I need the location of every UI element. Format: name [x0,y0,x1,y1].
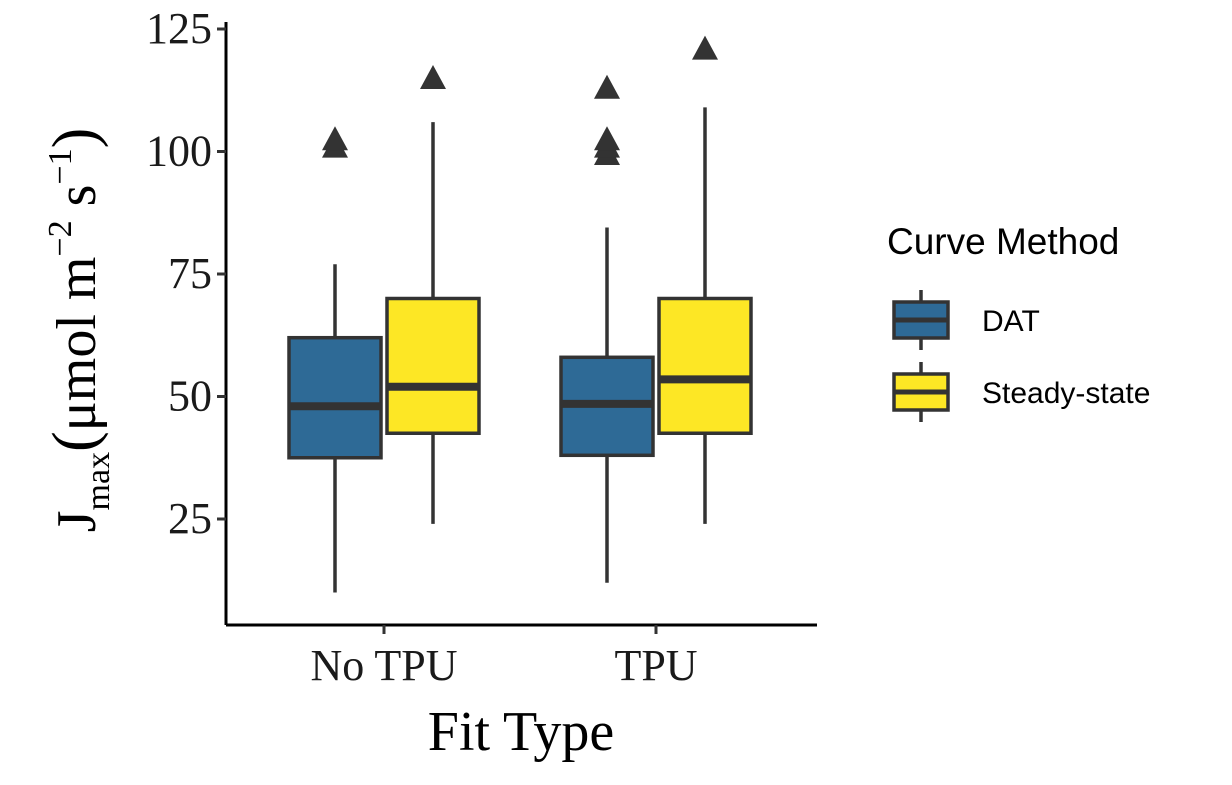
box-dat-tpu [559,74,655,583]
y-axis-title-exponent-1: −2 [42,220,79,256]
y-axis-title-main: J [46,510,108,532]
box-dat-no-tpu [287,126,383,593]
x-tick-label: No TPU [310,641,457,690]
y-axis-title: Jmax(μmol m−2 s−1) [41,128,117,533]
x-axis-ticks: No TPU TPU [310,625,698,690]
x-tick-label: TPU [614,641,697,690]
y-tick-label: 25 [168,494,212,543]
y-axis-title-open-paren: ( [41,431,109,452]
legend-items: DAT Steady-state [892,290,1150,422]
outlier-point [420,65,446,89]
legend-item-dat: DAT [892,290,1040,350]
plot-area [287,35,753,593]
box-steady-state-no-tpu [385,65,481,524]
outlier-point [322,126,348,151]
x-axis-title: Fit Type [428,701,614,763]
y-tick-label: 75 [168,249,212,298]
box-iqr [657,296,753,435]
y-tick-label: 100 [146,127,212,176]
legend-item-steady-state: Steady-state [892,362,1150,422]
y-axis-title-unit-2: s [46,185,108,221]
y-axis-title-unit: μmol m [46,257,108,432]
legend: Curve Method DAT Steady-state [887,221,1150,422]
legend-label: DAT [982,305,1040,338]
outlier-point [692,35,718,60]
y-tick-label: 50 [168,372,212,421]
y-axis-title-subscript: max [80,452,117,511]
y-axis-title-close-paren: ) [41,128,109,149]
y-axis-title-exponent-2: −1 [42,148,79,184]
box-steady-state-tpu [657,35,753,524]
box-iqr [287,335,383,460]
y-tick-label: 125 [146,4,212,53]
legend-label: Steady-state [982,377,1150,410]
outlier-point [594,126,620,151]
y-axis-ticks: 25 50 75 100 125 [146,4,226,543]
axes [224,22,817,627]
outlier-point [594,74,620,99]
box-iqr [385,296,481,435]
legend-title: Curve Method [887,221,1119,262]
